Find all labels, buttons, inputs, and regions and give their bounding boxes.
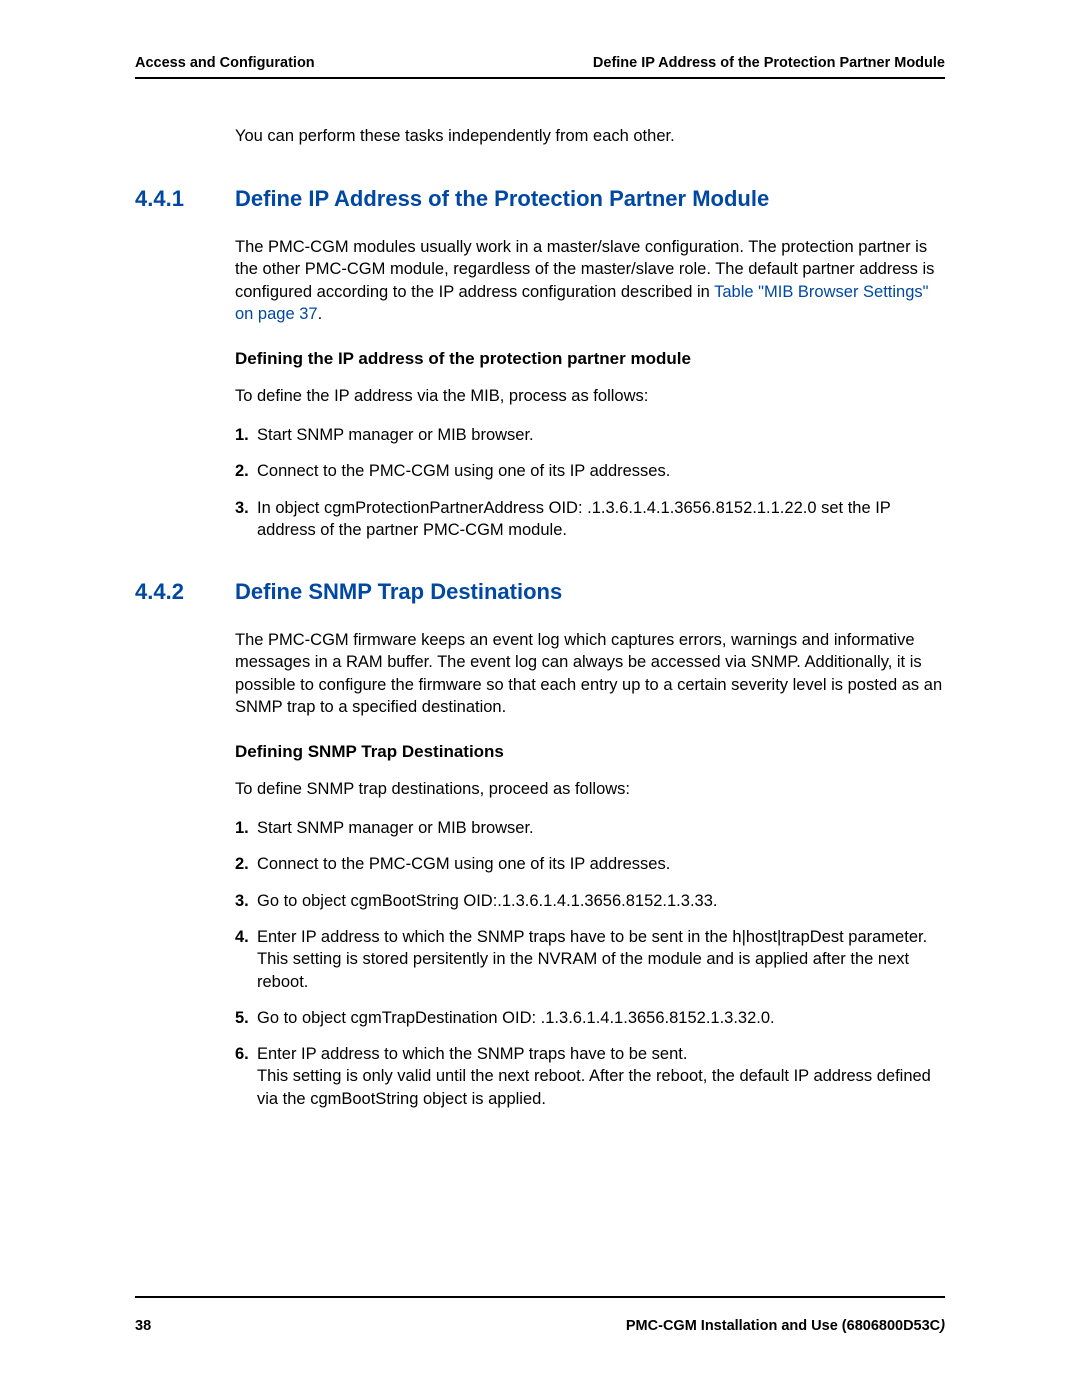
list-item: 3.In object cgmProtectionPartnerAddress …	[235, 497, 945, 542]
step-number: 1.	[235, 424, 257, 446]
step-text: Go to object cgmBootString OID:.1.3.6.1.…	[257, 890, 945, 912]
step-text: Go to object cgmTrapDestination OID: .1.…	[257, 1007, 945, 1029]
step-text: Enter IP address to which the SNMP traps…	[257, 1043, 945, 1110]
section-442-heading: 4.4.2 Define SNMP Trap Destinations	[135, 579, 945, 605]
step-text: Start SNMP manager or MIB browser.	[257, 424, 945, 446]
step-text: Enter IP address to which the SNMP traps…	[257, 926, 945, 993]
list-item: 5.Go to object cgmTrapDestination OID: .…	[235, 1007, 945, 1029]
step-number: 2.	[235, 460, 257, 482]
step-number: 1.	[235, 817, 257, 839]
step-text: Start SNMP manager or MIB browser.	[257, 817, 945, 839]
section-441-sub-heading: Defining the IP address of the protectio…	[235, 349, 945, 369]
section-441-body-post: .	[318, 305, 323, 323]
section-441-lead: To define the IP address via the MIB, pr…	[235, 387, 945, 406]
footer-doc-title-text: PMC-CGM Installation and Use (6806800D53…	[626, 1318, 940, 1334]
footer-doc-title-suffix: )	[940, 1318, 945, 1334]
step-text: Connect to the PMC-CGM using one of its …	[257, 460, 945, 482]
section-442-lead: To define SNMP trap destinations, procee…	[235, 780, 945, 799]
step-number: 2.	[235, 853, 257, 875]
section-441-steps: 1.Start SNMP manager or MIB browser. 2.C…	[235, 424, 945, 541]
step-number: 3.	[235, 497, 257, 542]
section-442-number: 4.4.2	[135, 579, 235, 605]
section-442-sub-heading: Defining SNMP Trap Destinations	[235, 742, 945, 762]
section-442-title: Define SNMP Trap Destinations	[235, 579, 945, 605]
section-441-body: The PMC-CGM modules usually work in a ma…	[235, 236, 945, 325]
step-number: 5.	[235, 1007, 257, 1029]
content-area: You can perform these tasks independentl…	[135, 127, 945, 1110]
step-text: In object cgmProtectionPartnerAddress OI…	[257, 497, 945, 542]
list-item: 1.Start SNMP manager or MIB browser.	[235, 424, 945, 446]
section-442-body: The PMC-CGM firmware keeps an event log …	[235, 629, 945, 718]
footer-doc-title: PMC-CGM Installation and Use (6806800D53…	[626, 1318, 945, 1334]
intro-paragraph: You can perform these tasks independentl…	[235, 127, 945, 146]
list-item: 2.Connect to the PMC-CGM using one of it…	[235, 853, 945, 875]
list-item: 6.Enter IP address to which the SNMP tra…	[235, 1043, 945, 1110]
step-number: 6.	[235, 1043, 257, 1110]
list-item: 2.Connect to the PMC-CGM using one of it…	[235, 460, 945, 482]
section-442-steps: 1.Start SNMP manager or MIB browser. 2.C…	[235, 817, 945, 1110]
step-number: 3.	[235, 890, 257, 912]
section-441-number: 4.4.1	[135, 186, 235, 212]
list-item: 4.Enter IP address to which the SNMP tra…	[235, 926, 945, 993]
page-container: Access and Configuration Define IP Addre…	[0, 0, 1080, 1110]
header-left: Access and Configuration	[135, 55, 315, 71]
step-number: 4.	[235, 926, 257, 993]
header-right: Define IP Address of the Protection Part…	[593, 55, 945, 71]
list-item: 3.Go to object cgmBootString OID:.1.3.6.…	[235, 890, 945, 912]
section-441-title: Define IP Address of the Protection Part…	[235, 186, 945, 212]
footer-page-number: 38	[135, 1318, 151, 1334]
page-header: Access and Configuration Define IP Addre…	[135, 55, 945, 79]
section-441-heading: 4.4.1 Define IP Address of the Protectio…	[135, 186, 945, 212]
page-footer: 38 PMC-CGM Installation and Use (6806800…	[135, 1296, 945, 1334]
step-text: Connect to the PMC-CGM using one of its …	[257, 853, 945, 875]
list-item: 1.Start SNMP manager or MIB browser.	[235, 817, 945, 839]
